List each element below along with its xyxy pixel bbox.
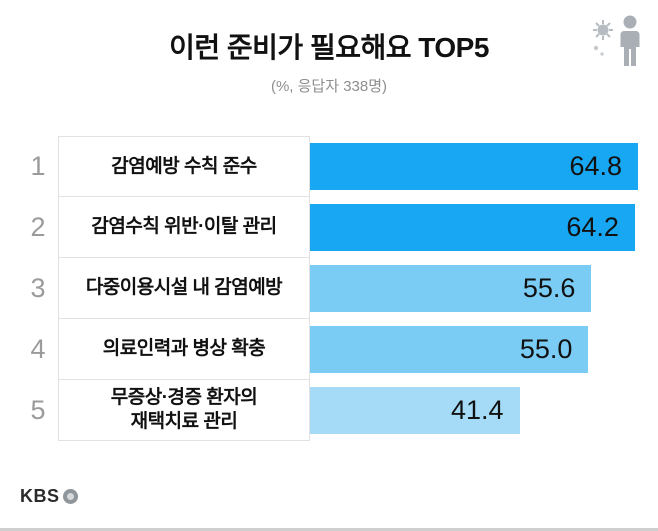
- rank-label: 4: [30, 334, 46, 364]
- category-label-line: 감염수칙 위반·이탈 관리: [91, 216, 277, 238]
- category-label: 의료인력과 병상 확충: [58, 319, 310, 380]
- bar-value-label: 64.8: [569, 151, 622, 181]
- kbs-logo-text: KBS: [20, 486, 60, 506]
- bar: 55.0: [310, 326, 589, 373]
- bar: 64.2: [310, 204, 635, 251]
- rank-label: 3: [30, 273, 46, 303]
- bar-area: 55.6: [310, 258, 658, 319]
- rank-label: 5: [30, 395, 46, 425]
- virus-icon: [593, 20, 613, 56]
- bar-chart: 1 감염예방 수칙 준수 64.8 2 감염수칙 위반·이탈 관리 64.2: [0, 136, 658, 441]
- kbs-logo-mark-icon: [62, 489, 78, 504]
- rank-label: 2: [30, 212, 46, 242]
- bar-value-label: 41.4: [450, 395, 504, 425]
- chart-row: 3 다중이용시설 내 감염예방 55.6: [18, 258, 658, 319]
- kbs-logo: KBS: [20, 486, 78, 507]
- chart-row: 4 의료인력과 병상 확충 55.0: [18, 319, 658, 380]
- bar-area: 41.4: [310, 380, 658, 441]
- bar: 64.8: [310, 143, 638, 190]
- corner-icons: [590, 14, 644, 68]
- category-label: 다중이용시설 내 감염예방: [58, 258, 310, 319]
- page-subtitle: (%, 응답자 338명): [270, 78, 388, 95]
- bar-value-label: 55.0: [519, 334, 573, 364]
- rank-label: 1: [30, 151, 46, 181]
- category-label-line: 의료인력과 병상 확충: [102, 338, 266, 360]
- bar-value-label: 64.2: [566, 212, 619, 242]
- category-label-line: 무증상·경증 환자의: [110, 387, 258, 409]
- header: 이런 준비가 필요해요 TOP5 (%, 응답자 338명): [0, 0, 658, 96]
- category-label: 감염수칙 위반·이탈 관리: [58, 197, 310, 258]
- page-title: 이런 준비가 필요해요 TOP5: [169, 32, 489, 63]
- category-label: 무증상·경증 환자의 재택치료 관리: [58, 380, 310, 441]
- chart-row: 2 감염수칙 위반·이탈 관리 64.2: [18, 197, 658, 258]
- category-label-line: 재택치료 관리: [130, 411, 238, 432]
- category-label-line: 다중이용시설 내 감염예방: [85, 277, 283, 299]
- person-icon: [620, 15, 640, 66]
- category-label-line: 감염예방 수칙 준수: [111, 155, 257, 177]
- bar-area: 55.0: [310, 319, 658, 380]
- chart-row: 5 무증상·경증 환자의 재택치료 관리 41.4: [18, 380, 658, 441]
- bar: 55.6: [310, 265, 592, 312]
- bar-area: 64.8: [310, 136, 658, 197]
- bar: 41.4: [310, 387, 520, 434]
- category-label: 감염예방 수칙 준수: [58, 136, 310, 197]
- bar-value-label: 55.6: [522, 273, 576, 303]
- bar-area: 64.2: [310, 197, 658, 258]
- chart-row: 1 감염예방 수칙 준수 64.8: [18, 136, 658, 197]
- bottom-divider: [0, 528, 658, 531]
